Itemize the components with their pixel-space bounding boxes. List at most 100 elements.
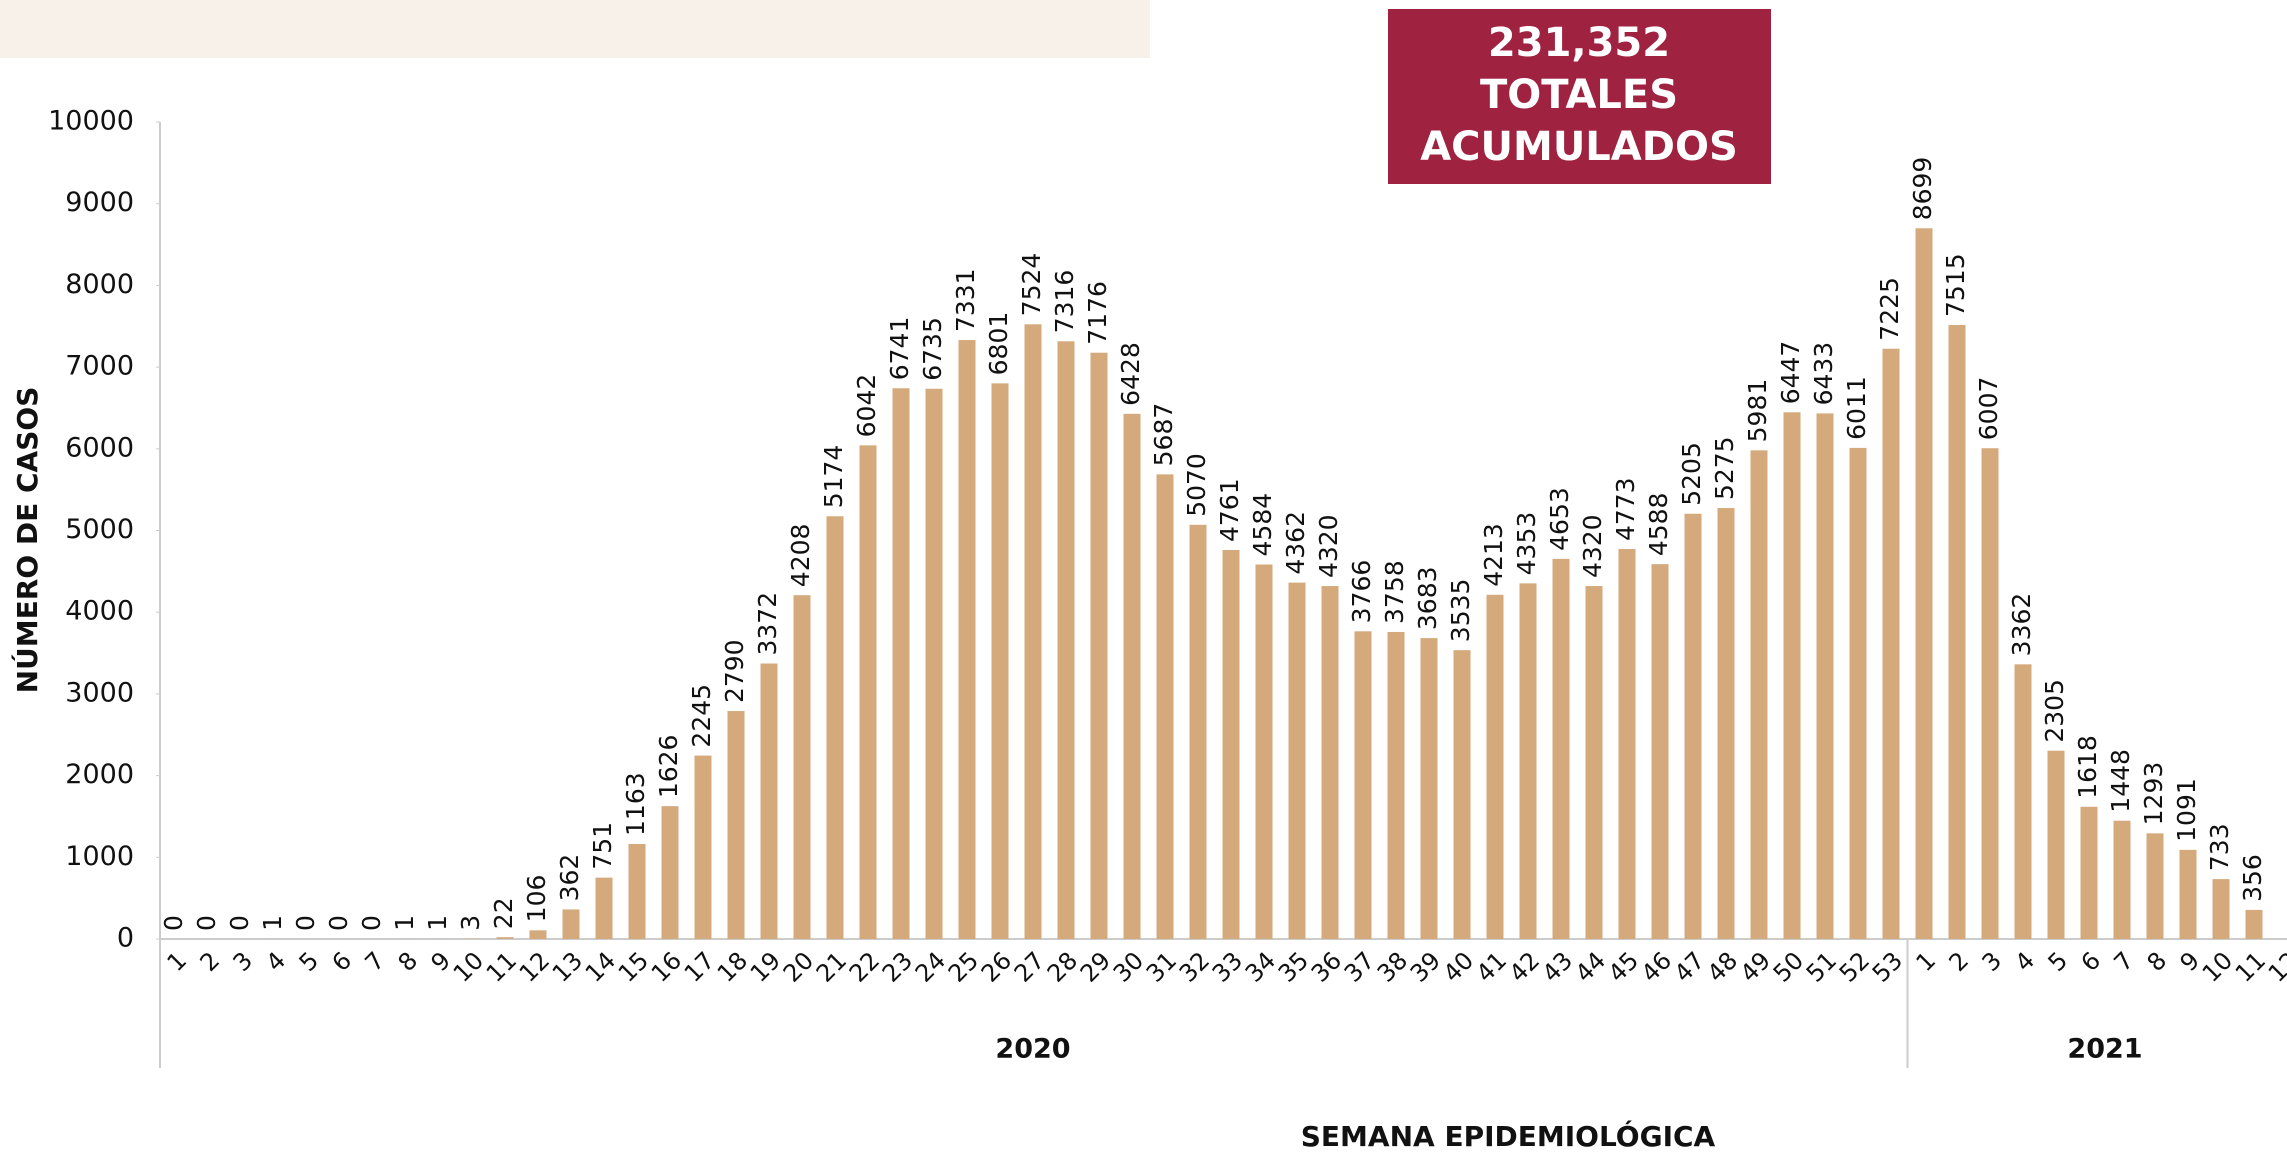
bar bbox=[2080, 806, 2098, 939]
bar bbox=[1651, 564, 1669, 939]
bar bbox=[1420, 638, 1438, 939]
x-tick-label: 1 bbox=[1911, 946, 1942, 977]
y-tick-label: 1000 bbox=[65, 841, 134, 872]
value-label: 3362 bbox=[2007, 593, 2036, 657]
x-tick-label: 53 bbox=[1867, 946, 1908, 987]
bar bbox=[1288, 582, 1306, 939]
bar bbox=[826, 516, 844, 939]
value-label: 7316 bbox=[1050, 270, 1079, 334]
bar bbox=[1255, 564, 1273, 939]
value-label: 8699 bbox=[1908, 157, 1937, 221]
value-label: 356 bbox=[2238, 854, 2267, 902]
y-tick-label: 8000 bbox=[65, 269, 134, 300]
value-label: 7225 bbox=[1875, 277, 1904, 341]
value-label: 6447 bbox=[1776, 341, 1805, 405]
bar bbox=[661, 806, 679, 939]
value-label: 4761 bbox=[1215, 478, 1244, 542]
bar bbox=[1387, 631, 1405, 939]
bar bbox=[1783, 412, 1801, 939]
bar bbox=[1519, 583, 1537, 939]
y-tick-label: 9000 bbox=[65, 187, 134, 218]
total-text: 231,352 bbox=[1488, 20, 1670, 66]
value-label: 3758 bbox=[1380, 560, 1409, 624]
value-label: 5687 bbox=[1149, 403, 1178, 467]
x-tick-label: 4 bbox=[261, 946, 292, 977]
x-tick-label: 7 bbox=[360, 946, 391, 977]
value-label: 733 bbox=[2205, 823, 2234, 871]
x-tick-label: 3 bbox=[228, 946, 259, 977]
x-axis-title: SEMANA EPIDEMIOLÓGICA bbox=[1301, 1119, 1716, 1152]
x-tick-label: 12 bbox=[2263, 946, 2287, 987]
value-label: 4362 bbox=[1281, 511, 1310, 575]
value-label: 5275 bbox=[1710, 436, 1739, 500]
value-label: 3372 bbox=[753, 592, 782, 656]
value-label: 1091 bbox=[2172, 778, 2201, 842]
bar bbox=[595, 877, 613, 939]
x-tick-label: 1 bbox=[162, 946, 193, 977]
bar bbox=[2113, 820, 2131, 939]
value-label: 1293 bbox=[2139, 762, 2168, 826]
x-tick-label: 4 bbox=[2010, 946, 2041, 977]
total-text: ACUMULADOS bbox=[1420, 124, 1738, 170]
y-tick-label: 2000 bbox=[65, 759, 134, 790]
value-label: 6042 bbox=[852, 374, 881, 438]
y-tick-label: 5000 bbox=[65, 514, 134, 545]
value-label: 5070 bbox=[1182, 453, 1211, 517]
bar bbox=[1981, 448, 1999, 939]
bar bbox=[694, 755, 712, 939]
bar bbox=[1915, 228, 1933, 940]
year-label: 2020 bbox=[995, 1034, 1070, 1065]
x-tick-label: 6 bbox=[327, 946, 358, 977]
value-label: 7331 bbox=[951, 268, 980, 332]
bar bbox=[1585, 586, 1603, 939]
value-label: 7176 bbox=[1083, 281, 1112, 345]
value-label: 0 bbox=[357, 915, 386, 931]
bar bbox=[2014, 664, 2032, 939]
bar bbox=[1156, 474, 1174, 939]
value-label: 0 bbox=[192, 915, 221, 931]
bar bbox=[1882, 348, 1900, 939]
y-tick-label: 0 bbox=[117, 923, 134, 954]
x-tick-label: 2 bbox=[195, 946, 226, 977]
y-tick-label: 3000 bbox=[65, 677, 134, 708]
value-label: 6428 bbox=[1116, 342, 1145, 406]
bar bbox=[2245, 909, 2263, 939]
value-label: 1618 bbox=[2073, 735, 2102, 799]
value-label: 6735 bbox=[918, 317, 947, 381]
bar bbox=[529, 930, 547, 939]
bar bbox=[1024, 324, 1042, 940]
bar bbox=[2179, 849, 2197, 939]
bar bbox=[727, 711, 745, 939]
value-label: 106 bbox=[522, 875, 551, 923]
value-label: 4653 bbox=[1545, 487, 1574, 551]
value-label: 1 bbox=[423, 915, 452, 931]
value-label: 4584 bbox=[1248, 493, 1277, 557]
x-tick-label: 5 bbox=[2043, 946, 2074, 977]
value-label: 2245 bbox=[687, 684, 716, 748]
x-tick-label: 6 bbox=[2076, 946, 2107, 977]
x-tick-label: 7 bbox=[2109, 946, 2140, 977]
x-tick-label: 8 bbox=[393, 946, 424, 977]
value-label: 7524 bbox=[1017, 253, 1046, 317]
value-label: 5205 bbox=[1677, 442, 1706, 506]
value-label: 2790 bbox=[720, 639, 749, 703]
header-band bbox=[0, 0, 1150, 58]
value-label: 3683 bbox=[1413, 566, 1442, 630]
x-tick-label: 8 bbox=[2142, 946, 2173, 977]
bar bbox=[859, 445, 877, 939]
value-label: 1626 bbox=[654, 735, 683, 799]
bar bbox=[1321, 586, 1339, 939]
bar bbox=[2146, 833, 2164, 939]
bar bbox=[2212, 879, 2230, 939]
bar bbox=[1618, 549, 1636, 939]
value-label: 0 bbox=[291, 915, 320, 931]
bar bbox=[628, 843, 646, 939]
value-label: 2305 bbox=[2040, 679, 2069, 743]
value-label: 6011 bbox=[1842, 376, 1871, 440]
bar bbox=[1486, 594, 1504, 939]
value-label: 3766 bbox=[1347, 560, 1376, 624]
value-label: 5981 bbox=[1743, 379, 1772, 443]
x-tick-label: 3 bbox=[1977, 946, 2008, 977]
value-label: 6007 bbox=[1974, 377, 2003, 441]
